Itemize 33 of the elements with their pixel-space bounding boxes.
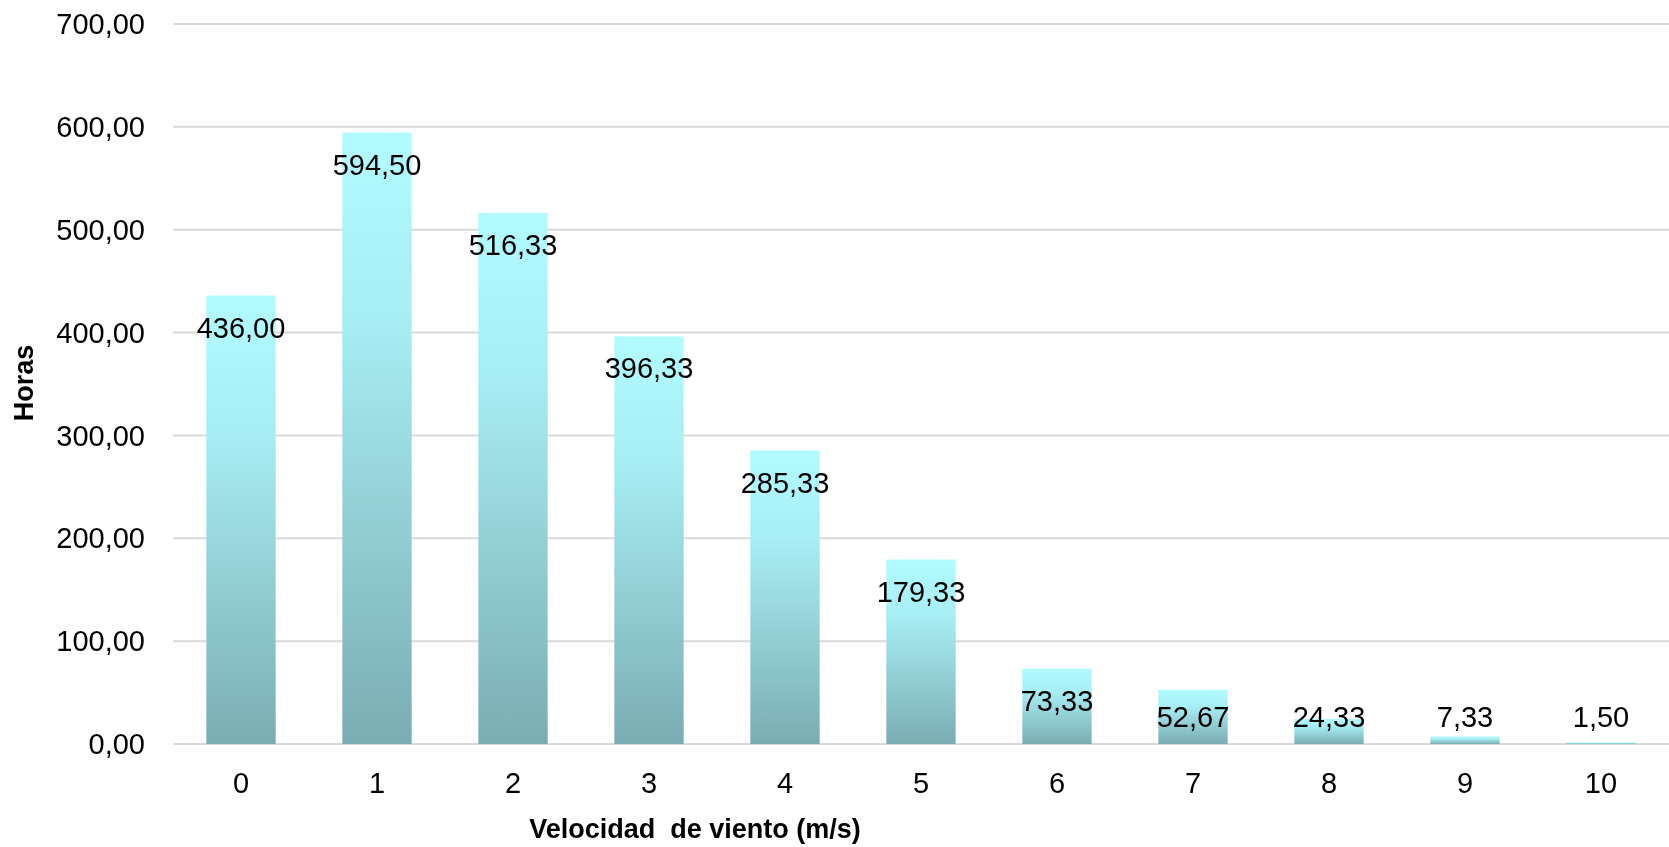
y-tick-label: 200,00	[56, 522, 145, 555]
x-tick-label: 5	[912, 767, 930, 799]
data-label: 594,50	[332, 148, 422, 181]
y-tick-label: 0,00	[88, 728, 145, 761]
x-tick-label: 4	[776, 767, 794, 799]
x-tick-label: 2	[504, 767, 522, 799]
data-label: 436,00	[196, 311, 286, 344]
x-tick-label: 8	[1320, 767, 1338, 799]
y-tick-label: 400,00	[56, 316, 145, 349]
data-label: 7,33	[1436, 701, 1494, 733]
x-tick-label: 6	[1048, 767, 1066, 799]
y-tick-label: 600,00	[56, 111, 145, 144]
y-tick-label: 300,00	[56, 419, 145, 452]
x-tick-label: 0	[232, 767, 250, 799]
y-axis-title: Horas	[9, 344, 39, 422]
x-axis-title: Velocidad de viento (m/s)	[529, 814, 861, 844]
x-tick-label: 1	[368, 767, 386, 799]
y-tick-label: 500,00	[56, 213, 145, 246]
x-tick-label: 9	[1456, 767, 1474, 799]
x-tick-label: 3	[640, 767, 658, 799]
x-tick-label: 7	[1184, 767, 1202, 799]
data-label: 516,33	[468, 228, 558, 261]
y-tick-label: 700,00	[56, 8, 145, 41]
x-tick-label: 10	[1584, 767, 1618, 799]
data-label: 1,50	[1572, 701, 1630, 733]
data-label: 285,33	[740, 466, 830, 499]
y-tick-label: 100,00	[56, 625, 145, 658]
data-label: 24,33	[1292, 701, 1366, 733]
data-label: 396,33	[604, 352, 694, 385]
data-label: 52,67	[1156, 701, 1230, 733]
data-label: 179,33	[876, 575, 966, 608]
data-label: 73,33	[1020, 684, 1094, 717]
bar	[1430, 736, 1500, 744]
